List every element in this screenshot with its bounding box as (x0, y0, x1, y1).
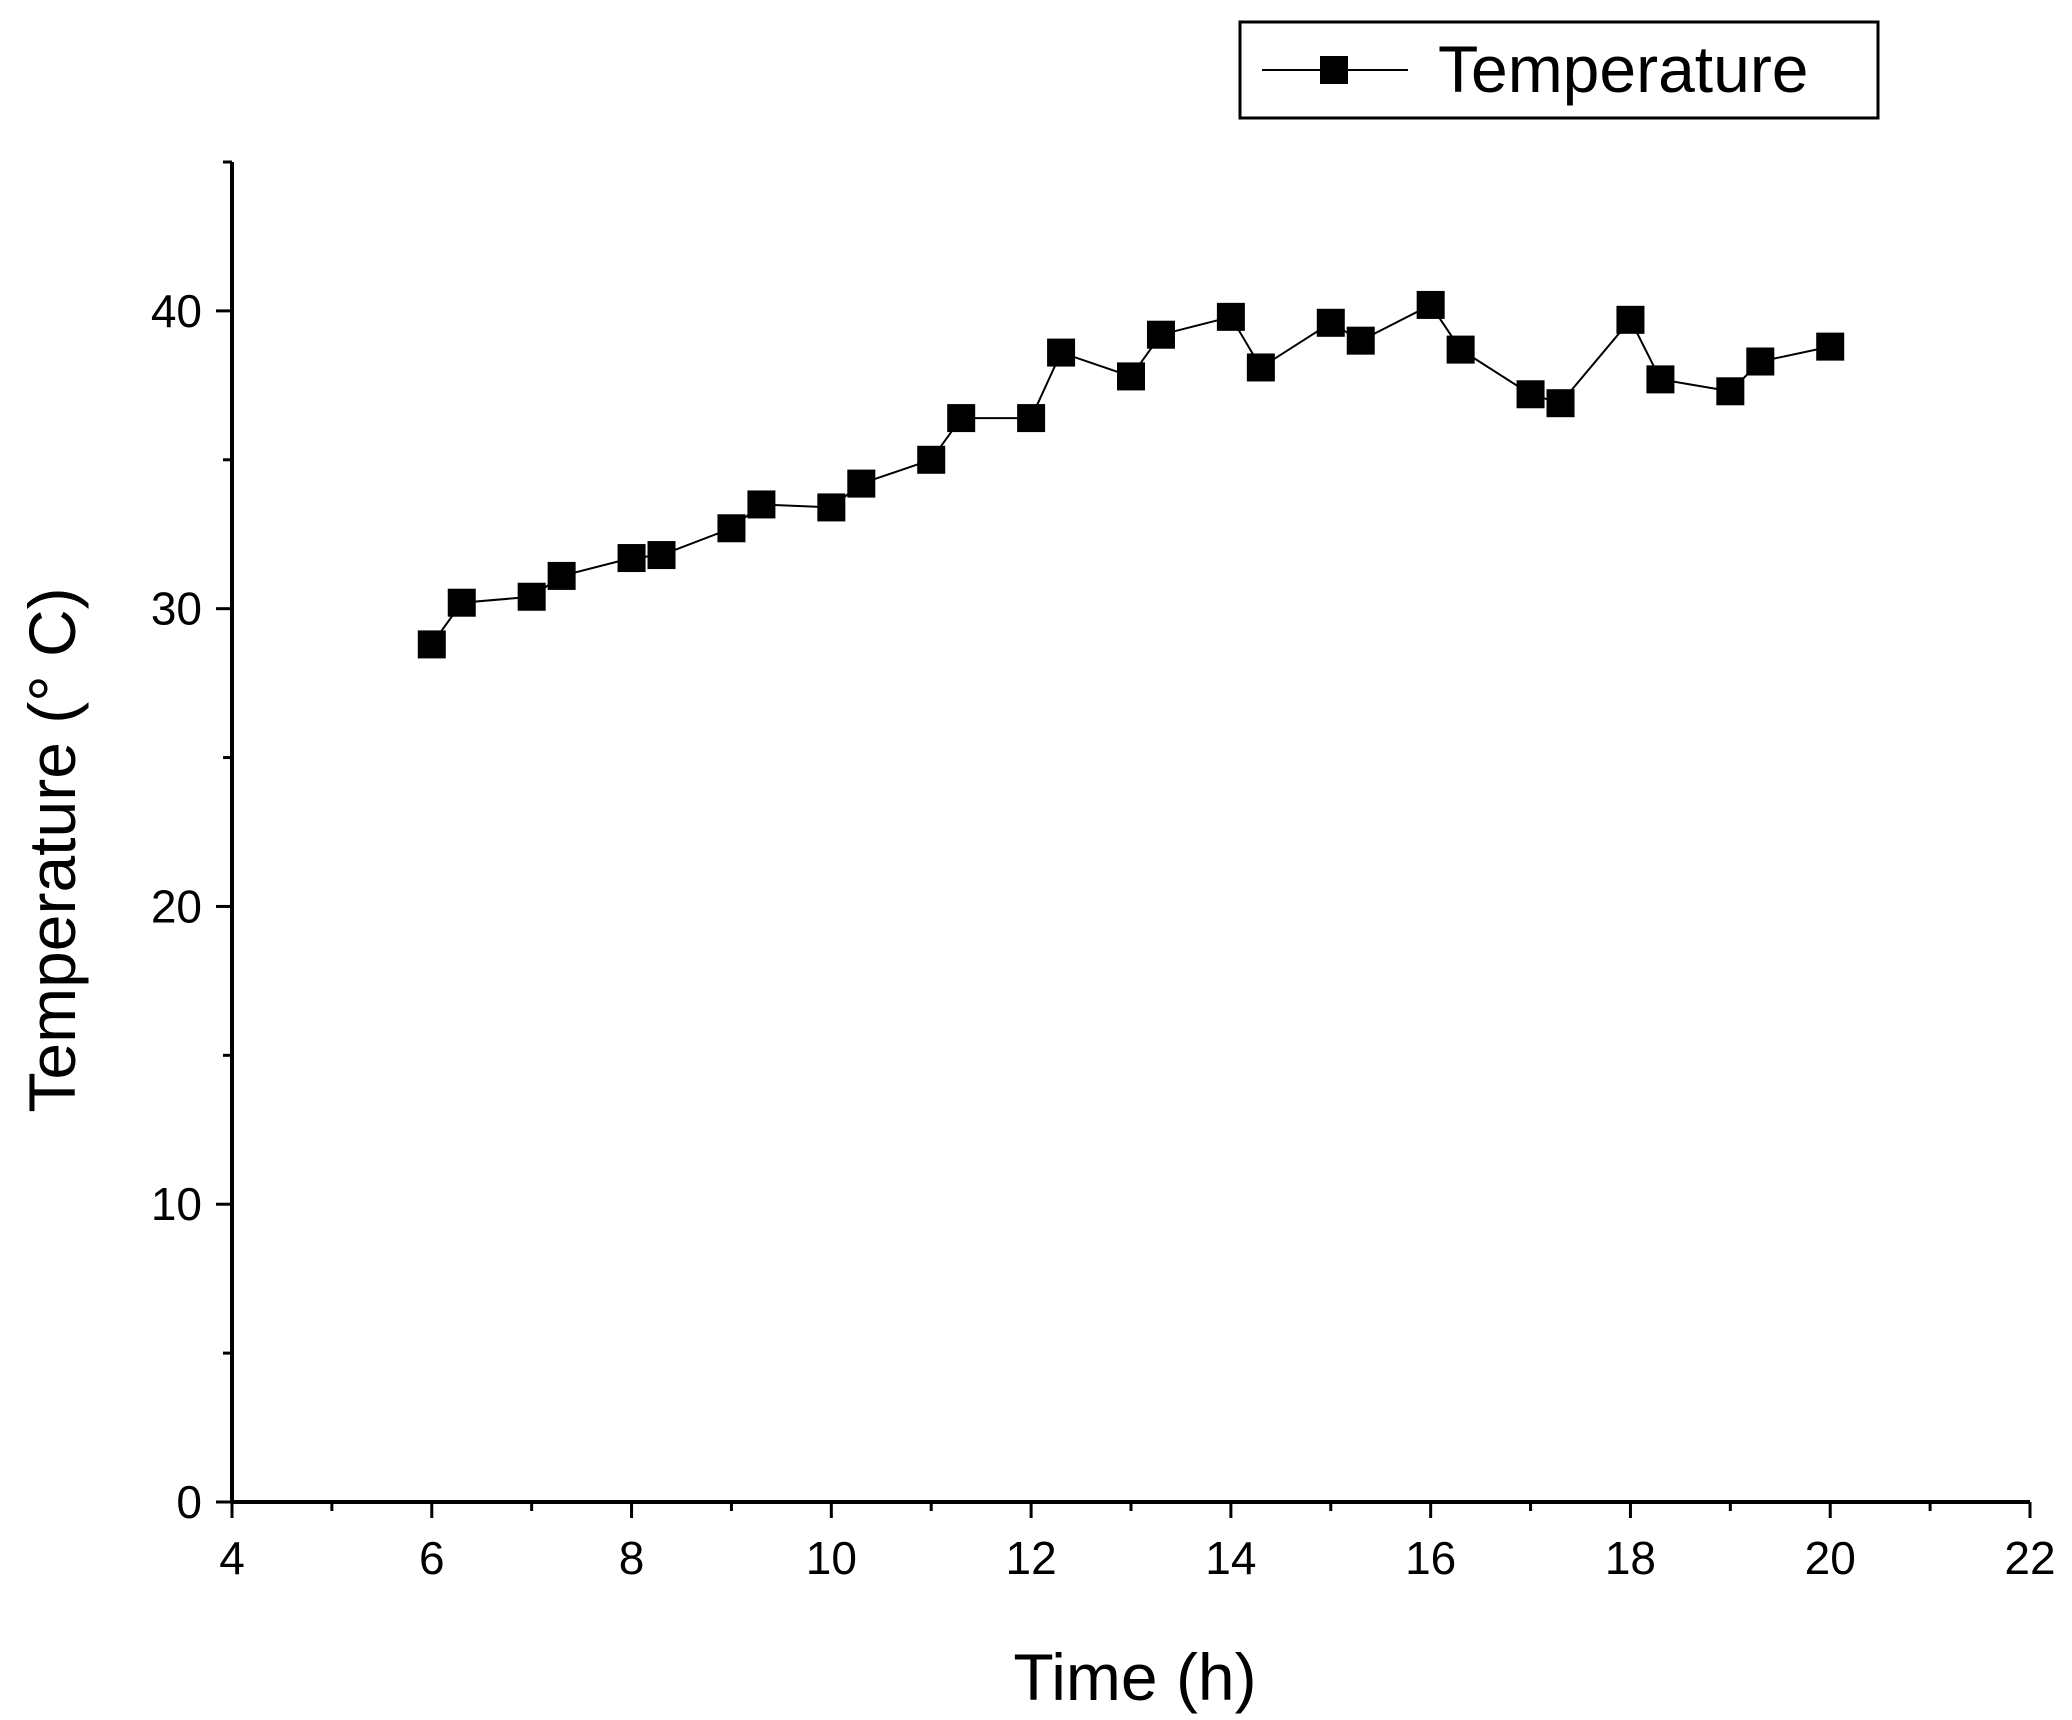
data-point (647, 541, 676, 570)
data-point (1516, 380, 1545, 409)
data-point (1246, 353, 1275, 382)
data-point (1416, 290, 1445, 319)
data-point (447, 588, 476, 617)
data-point (1047, 338, 1076, 367)
data-point (1446, 335, 1475, 364)
data-point (1646, 365, 1675, 394)
y-axis-ticks: 0 10 20 30 40 (151, 160, 232, 1528)
x-tick-label: 22 (2004, 1532, 2055, 1584)
x-tick-label: 12 (1006, 1532, 1057, 1584)
y-tick-label: 10 (151, 1178, 202, 1230)
data-point (1216, 302, 1245, 331)
data-point (947, 404, 976, 433)
x-tick-label: 18 (1605, 1532, 1656, 1584)
y-tick-label: 0 (176, 1476, 202, 1528)
x-tick-label: 4 (219, 1532, 245, 1584)
legend: Temperature (1238, 20, 1880, 120)
data-point (717, 514, 746, 543)
x-tick-label: 6 (419, 1532, 445, 1584)
y-tick-label: 30 (151, 583, 202, 635)
x-tick-label: 16 (1405, 1532, 1456, 1584)
data-point (1316, 308, 1345, 337)
data-point (1716, 377, 1745, 406)
x-tick-label: 20 (1805, 1532, 1856, 1584)
y-axis-title: Temperature (° C) (15, 587, 89, 1112)
x-axis-title: Time (h) (1013, 1640, 1256, 1714)
data-point (617, 544, 646, 573)
data-point (817, 493, 846, 522)
series-layer (417, 290, 1845, 659)
x-tick-label: 10 (806, 1532, 857, 1584)
data-point (847, 469, 876, 498)
legend-marker-icon (1320, 56, 1348, 84)
y-tick-label: 40 (151, 285, 202, 337)
data-point (1616, 305, 1645, 334)
data-point (917, 445, 946, 474)
data-point (547, 561, 576, 590)
data-point (1746, 347, 1775, 376)
data-point (1546, 389, 1575, 418)
y-tick-label: 20 (151, 880, 202, 932)
legend-label: Temperature (1438, 32, 1809, 106)
x-tick-label: 8 (619, 1532, 645, 1584)
data-point (1146, 320, 1175, 349)
x-tick-label: 14 (1205, 1532, 1256, 1584)
data-point (747, 490, 776, 519)
data-point (1816, 332, 1845, 361)
data-point (1017, 404, 1046, 433)
data-point (517, 582, 546, 611)
data-point (1346, 326, 1375, 355)
x-axis-ticks: 4 6 8 10 12 14 16 18 20 22 (219, 1502, 2056, 1584)
series-line (430, 303, 1831, 645)
data-point (1117, 362, 1145, 391)
data-point (417, 630, 446, 659)
